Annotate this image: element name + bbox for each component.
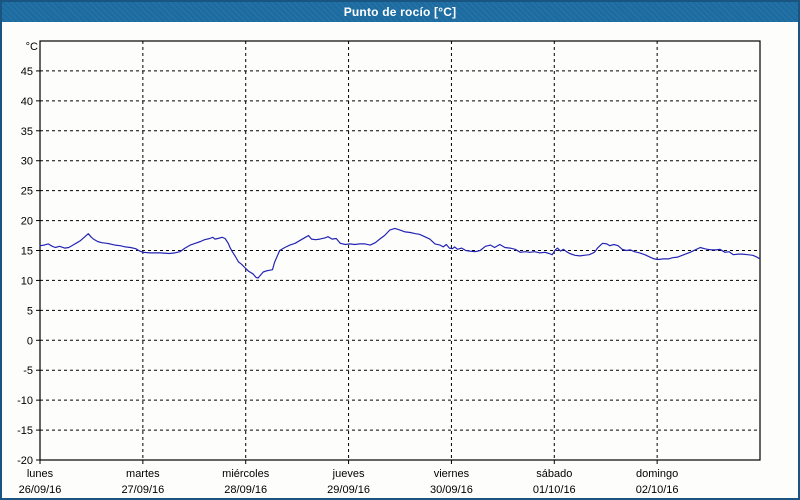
x-day-label: viernes	[434, 468, 470, 480]
dewpoint-series-line	[39, 227, 760, 279]
y-tick-label: 20	[21, 216, 33, 228]
chart-title-bar: Punto de rocío [°C]	[2, 2, 798, 22]
x-day-label: domingo	[636, 468, 678, 480]
y-tick-label: -15	[17, 425, 33, 437]
y-tick-label: -5	[23, 365, 33, 377]
x-date-label: 02/10/16	[636, 484, 679, 496]
x-day-label: martes	[126, 468, 160, 480]
y-tick-label: 25	[21, 186, 33, 198]
y-tick-label: 10	[21, 275, 33, 287]
y-axis-unit-label: °C	[26, 41, 38, 53]
chart-title: Punto de rocío [°C]	[343, 5, 457, 19]
y-tick-label: 40	[21, 96, 33, 108]
x-date-label: 28/09/16	[224, 484, 267, 496]
dewpoint-line-chart: 45 40 35 30 25 20 15 10 5 0 -5 -10 -15 -20 °C lunes 26/0…	[17, 40, 761, 496]
y-tick-label: 30	[21, 156, 33, 168]
x-day-label: sábado	[536, 468, 572, 480]
y-tick-label: 5	[27, 305, 33, 317]
plot-frame	[39, 40, 761, 461]
x-date-label: 26/09/16	[19, 484, 62, 496]
y-tick-label: 0	[27, 335, 33, 347]
x-date-label: 30/09/16	[430, 484, 473, 496]
y-tick-label: -20	[17, 455, 33, 467]
y-tick-label: -10	[17, 395, 33, 407]
y-tick-label: 45	[21, 66, 33, 78]
y-tick-label: 35	[21, 126, 33, 138]
chart-area: 45 40 35 30 25 20 15 10 5 0 -5 -10 -15 -20 °C lunes 26/0…	[2, 22, 798, 498]
y-tick-label: 15	[21, 246, 33, 258]
x-date-label: 01/10/16	[533, 484, 576, 496]
x-date-label: 27/09/16	[121, 484, 164, 496]
x-day-label: miércoles	[222, 468, 270, 480]
x-day-label: lunes	[27, 468, 54, 480]
x-date-label: 29/09/16	[327, 484, 370, 496]
x-day-label: jueves	[332, 468, 365, 480]
